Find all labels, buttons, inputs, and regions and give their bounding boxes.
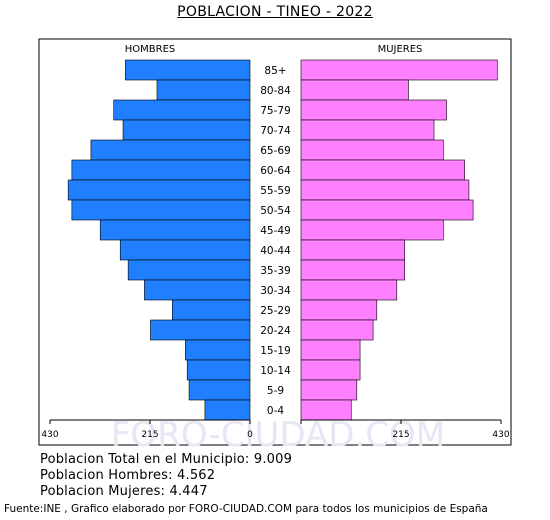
- stat-hombres: Poblacion Hombres: 4.562: [40, 468, 216, 483]
- bar-mujeres-30-34: [300, 279, 398, 301]
- bar-mujeres-65-69: [300, 139, 444, 161]
- bar-hombres-70-74: [122, 119, 251, 141]
- age-label-5-9: 5-9: [267, 385, 284, 397]
- tick-label-3: 215: [392, 430, 409, 440]
- tick-label-4: 430: [492, 430, 509, 440]
- age-label-60-64: 60-64: [260, 165, 291, 177]
- age-label-40-44: 40-44: [260, 245, 291, 257]
- bar-mujeres-75-79: [300, 99, 447, 121]
- bar-mujeres-85+: [300, 59, 498, 81]
- chart-title: POBLACION - TINEO - 2022: [177, 4, 373, 20]
- bar-hombres-5-9: [188, 379, 251, 401]
- bar-mujeres-80-84: [300, 79, 409, 101]
- stat-total: Poblacion Total en el Municipio: 9.009: [40, 452, 293, 467]
- bar-hombres-30-34: [144, 279, 251, 301]
- bar-mujeres-50-54: [300, 199, 474, 221]
- tick-label-1: 215: [141, 430, 158, 440]
- bar-hombres-45-49: [99, 219, 251, 241]
- bar-hombres-65-69: [90, 139, 251, 161]
- age-label-85+: 85+: [264, 65, 286, 77]
- bar-hombres-80-84: [156, 79, 251, 101]
- age-label-55-59: 55-59: [260, 185, 291, 197]
- bar-hombres-15-19: [185, 339, 251, 361]
- bar-mujeres-35-39: [300, 259, 406, 281]
- bar-hombres-40-44: [119, 239, 251, 261]
- bar-hombres-25-29: [172, 299, 251, 321]
- bar-hombres-60-64: [71, 159, 251, 181]
- bar-mujeres-55-59: [300, 179, 470, 201]
- watermark: FORO-CIUDAD.COM: [111, 415, 445, 450]
- age-label-70-74: 70-74: [260, 125, 291, 137]
- bar-mujeres-70-74: [300, 119, 435, 141]
- age-label-50-54: 50-54: [260, 205, 291, 217]
- age-label-20-24: 20-24: [260, 325, 291, 337]
- bar-mujeres-5-9: [300, 379, 358, 401]
- age-label-65-69: 65-69: [260, 145, 291, 157]
- bar-mujeres-10-14: [300, 359, 361, 381]
- legend-mujeres: MUJERES: [378, 44, 423, 55]
- legend-hombres: HOMBRES: [125, 44, 176, 55]
- bar-hombres-35-39: [127, 259, 251, 281]
- bar-hombres-55-59: [67, 179, 251, 201]
- bar-hombres-0-4: [204, 399, 251, 421]
- age-label-75-79: 75-79: [260, 105, 291, 117]
- bar-hombres-10-14: [186, 359, 251, 381]
- age-label-10-14: 10-14: [260, 365, 291, 377]
- age-label-80-84: 80-84: [260, 85, 291, 97]
- age-label-25-29: 25-29: [260, 305, 291, 317]
- stat-mujeres: Poblacion Mujeres: 4.447: [40, 484, 208, 499]
- bar-mujeres-25-29: [300, 299, 378, 321]
- tick-label-2: 0: [247, 430, 253, 440]
- tick-label-0: 430: [41, 430, 58, 440]
- age-label-15-19: 15-19: [260, 345, 291, 357]
- bar-mujeres-45-49: [300, 219, 444, 241]
- bar-mujeres-0-4: [300, 399, 352, 421]
- bar-mujeres-40-44: [300, 239, 406, 261]
- age-label-35-39: 35-39: [260, 265, 291, 277]
- bar-mujeres-20-24: [300, 319, 374, 341]
- bar-mujeres-60-64: [300, 159, 466, 181]
- bar-hombres-85+: [125, 59, 251, 81]
- bar-hombres-75-79: [113, 99, 251, 121]
- bar-hombres-50-54: [71, 199, 251, 221]
- bar-mujeres-15-19: [300, 339, 361, 361]
- age-label-30-34: 30-34: [260, 285, 291, 297]
- footer-source: Fuente:INE , Grafico elaborado por FORO-…: [4, 503, 488, 515]
- age-label-0-4: 0-4: [267, 405, 284, 417]
- bar-hombres-20-24: [150, 319, 251, 341]
- age-label-45-49: 45-49: [260, 225, 291, 237]
- population-pyramid-chart: FORO-CIUDAD.COM HOMBRES MUJERES 85+ 80-84…: [38, 38, 512, 450]
